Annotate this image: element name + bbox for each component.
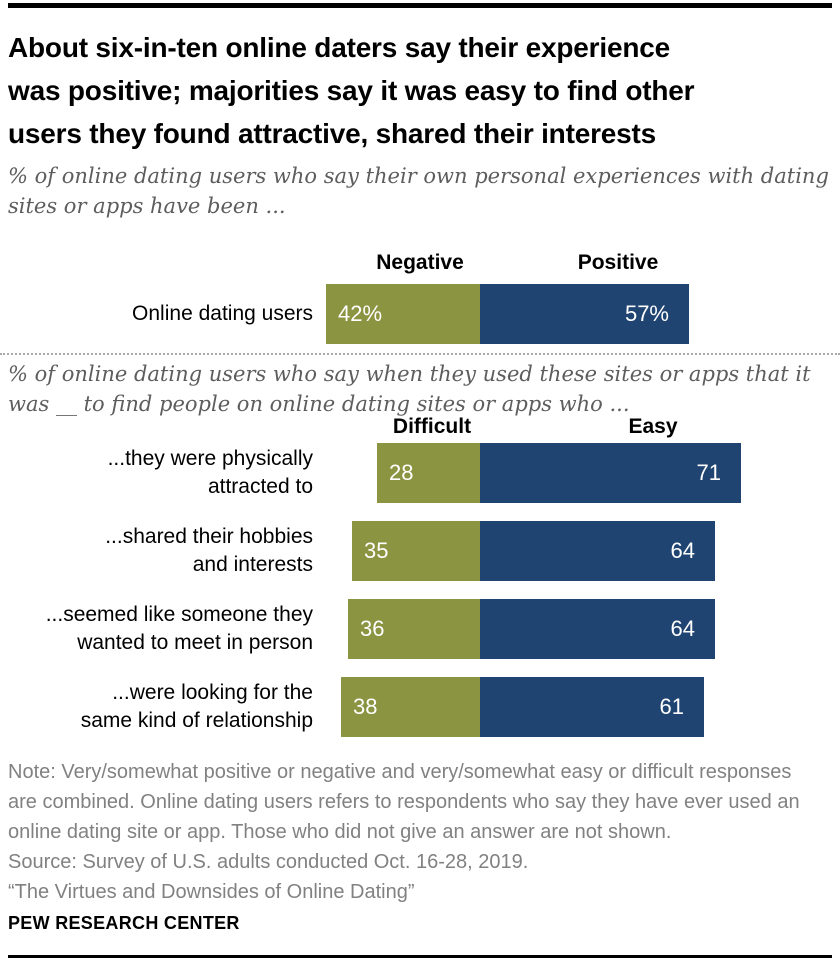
bar-value-label: 28 <box>389 460 414 485</box>
bar-value-label: 64 <box>670 538 695 563</box>
legend-label-positive: Positive <box>577 251 659 274</box>
page-title: About six-in-ten online daters say their… <box>8 32 695 149</box>
bar-segment-easy: 64 <box>480 521 715 581</box>
bar-value-label: 61 <box>659 694 684 719</box>
bar-value-label: 57% <box>624 301 669 326</box>
bar-segment-difficult: 36 <box>348 599 480 659</box>
chart1-legend: Negative Positive <box>0 249 840 277</box>
chart-experience: Negative Positive Online dating users 42%… <box>0 249 840 344</box>
chart2-subtitle: % of online dating users who say when th… <box>8 362 811 416</box>
dotted-divider <box>0 353 840 355</box>
bar-value-label: 36 <box>360 616 385 641</box>
chart1-rows: Online dating users 42% 57% <box>0 284 840 344</box>
category-label: ...seemed like someone they wanted to me… <box>45 603 313 654</box>
bar-segment-positive: 57% <box>480 284 689 344</box>
bar-row: Online dating users 42% 57% <box>0 284 840 344</box>
bar-value-label: 64 <box>670 616 695 641</box>
bar-row: ...they were physically attracted to 28 71 <box>0 443 840 503</box>
category-label: Online dating users <box>132 302 313 325</box>
bottom-rule <box>8 955 832 958</box>
report-title: “The Virtues and Downsides of Online Dat… <box>8 881 415 903</box>
bar-row: ...shared their hobbies and interests 35 6… <box>0 521 840 581</box>
bar-row: ...were looking for the same kind of rel… <box>0 677 840 737</box>
bar-segment-difficult: 38 <box>341 677 480 737</box>
legend-label-negative: Negative <box>376 251 464 274</box>
chart2-legend: Difficult Easy <box>0 415 840 441</box>
chart-ease: Difficult Easy ...they were physically a… <box>0 415 840 737</box>
bar-segment-easy: 71 <box>480 443 741 503</box>
legend-label-easy: Easy <box>628 415 678 438</box>
bar-value-label: 35 <box>364 538 389 563</box>
chart2-rows: ...they were physically attracted to 28 71… <box>0 443 840 737</box>
bar-value-label: 42% <box>338 301 383 326</box>
bar-segment-easy: 61 <box>480 677 704 737</box>
bar-row: ...seemed like someone they wanted to me… <box>0 599 840 659</box>
category-label: ...they were physically attracted to <box>107 447 313 498</box>
legend-label-difficult: Difficult <box>392 415 472 438</box>
top-rule <box>8 3 832 8</box>
bar-segment-easy: 64 <box>480 599 715 659</box>
bar-value-label: 38 <box>353 694 378 719</box>
category-label: ...were looking for the same kind of rel… <box>80 681 313 732</box>
chart1-subtitle: % of online dating users who say their o… <box>8 164 829 218</box>
category-label: ...shared their hobbies and interests <box>105 525 313 576</box>
bar-segment-negative: 42% <box>326 284 480 344</box>
pew-research-center-wordmark: PEW RESEARCH CENTER <box>8 913 240 933</box>
footnote: Note: Very/somewhat positive or negative… <box>8 761 800 843</box>
bar-value-label: 71 <box>696 460 721 485</box>
bar-segment-difficult: 35 <box>352 521 480 581</box>
source-line: Source: Survey of U.S. adults conducted … <box>8 851 529 873</box>
bar-segment-difficult: 28 <box>377 443 480 503</box>
